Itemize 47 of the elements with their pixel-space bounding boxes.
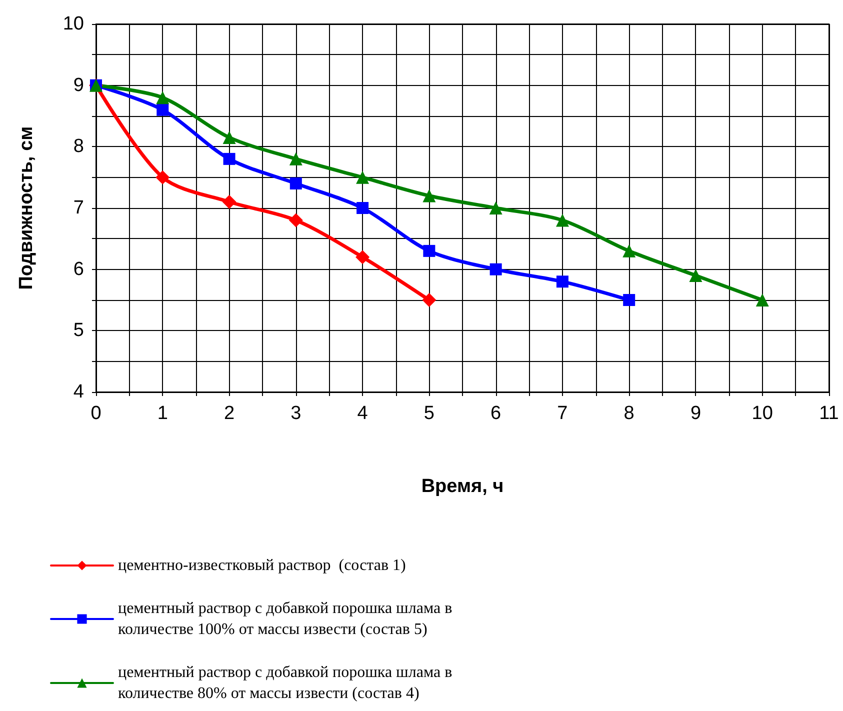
point [556,276,568,288]
point [289,152,302,166]
x-tick-label: 9 [690,403,702,424]
point [156,104,169,116]
legend-label: цементный раствор с добавкой порошка шлама в количестве 100% от массы извести (состав 5) [118,600,456,638]
x-tick-label: 0 [90,403,102,424]
point [623,294,636,306]
x-tick-label: 1 [157,403,168,424]
point [356,170,370,184]
y-axis-title: Подвижность, см [16,126,37,290]
x-tick-label: 3 [290,403,302,424]
legend-label: цементно-известковый раствор (состав 1) [118,557,406,574]
point [156,170,170,184]
point [223,152,236,165]
x-tick-label: 6 [490,403,502,424]
x-axis-title: Время, ч [421,476,504,497]
x-tick-label: 4 [357,403,368,424]
point [356,250,370,264]
y-tick-label: 9 [73,74,84,96]
x-tick-label: 10 [752,403,773,424]
point [422,189,436,202]
y-tick-label: 10 [62,14,84,34]
y-tick-label: 4 [73,382,84,402]
point [290,177,302,190]
point [222,194,236,209]
y-tick-label: 8 [73,136,84,158]
point [156,91,170,104]
point [622,244,636,258]
point [423,244,436,257]
x-tick-label: 2 [224,403,235,424]
x-tick-label: 5 [424,403,434,424]
point [490,263,502,276]
point [422,293,436,307]
point [756,294,769,306]
y-tick-label: 6 [73,258,84,280]
point [288,213,303,228]
x-tick-label: 8 [624,403,634,424]
point [222,130,236,144]
point [689,268,702,282]
point [556,214,569,227]
legend-label: цементный раствор с добавкой порошка шлама в количестве 80% от массы извести (состав 4) [118,664,456,702]
y-tick-label: 5 [73,320,84,342]
point [356,202,369,214]
x-tick-label: 7 [557,403,568,424]
point [489,202,502,214]
x-tick-label: 11 [819,403,839,424]
y-tick-label: 7 [73,198,84,218]
